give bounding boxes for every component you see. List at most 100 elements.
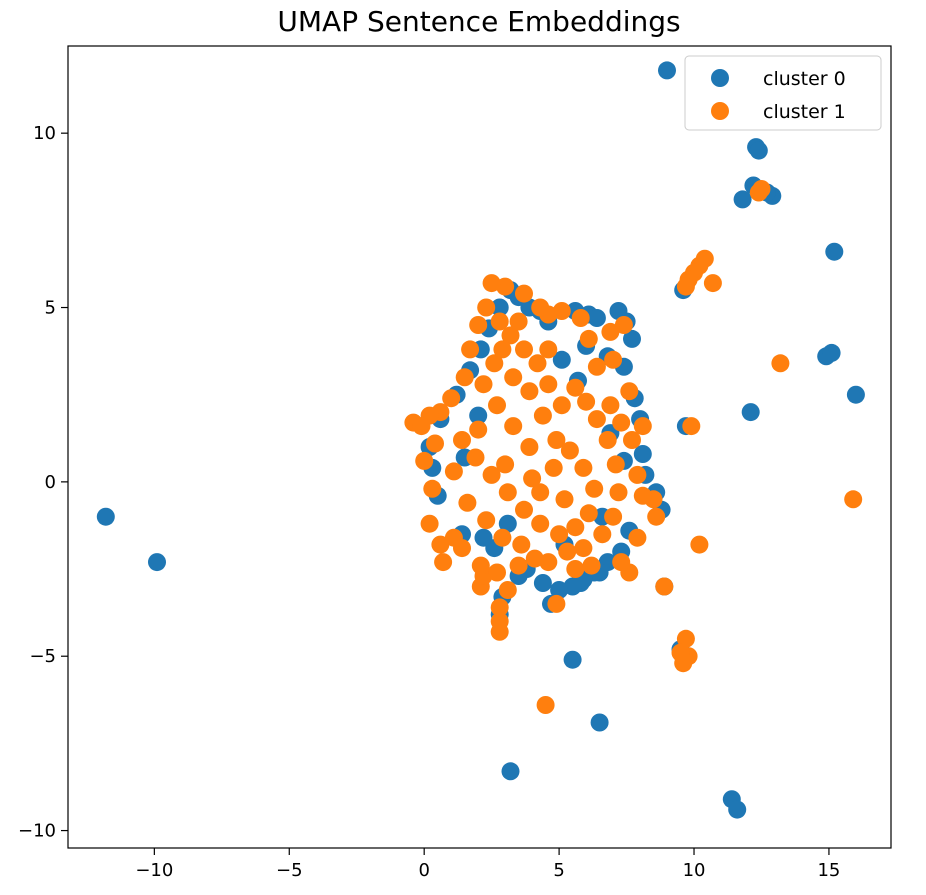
data-point [412, 417, 431, 436]
data-point [566, 518, 585, 537]
data-point [485, 354, 504, 373]
data-point [474, 528, 493, 547]
x-tick-label: −10 [135, 860, 173, 881]
y-tick-label: 0 [45, 472, 56, 493]
data-point [676, 277, 695, 296]
data-point [498, 514, 517, 533]
x-tick-label: 0 [418, 860, 429, 881]
data-point [469, 406, 488, 425]
data-point [587, 410, 606, 429]
legend-marker [711, 102, 729, 120]
data-point [461, 340, 480, 359]
data-point [749, 141, 768, 160]
data-point [574, 458, 593, 477]
data-point [531, 298, 550, 317]
data-point [550, 525, 569, 544]
data-point [749, 183, 768, 202]
data-point [469, 420, 488, 439]
data-point [623, 431, 641, 449]
data-point [498, 483, 517, 502]
data-point [571, 309, 590, 327]
data-point [612, 413, 631, 432]
data-point [453, 539, 471, 558]
data-point [733, 190, 752, 209]
data-point [658, 61, 676, 80]
data-point [844, 490, 863, 509]
plot-area [96, 61, 865, 819]
data-point [148, 553, 166, 572]
data-point [647, 507, 666, 526]
data-point [426, 434, 444, 453]
data-point [544, 458, 563, 477]
data-point [590, 713, 609, 732]
data-point [477, 298, 496, 317]
data-point [579, 504, 598, 523]
data-point [577, 392, 596, 411]
data-point [574, 539, 593, 558]
data-point [531, 514, 550, 533]
chart-title: UMAP Sentence Embeddings [277, 5, 680, 38]
data-point [531, 483, 550, 502]
plot-frame [67, 45, 892, 849]
data-point [488, 396, 506, 415]
data-point [442, 389, 461, 408]
data-point [604, 350, 623, 369]
data-point [488, 563, 506, 582]
data-point [490, 612, 509, 631]
data-point [496, 455, 515, 474]
data-point [822, 343, 841, 362]
data-point [539, 340, 558, 359]
axes: −10 −5 0 5 10 15 −10 −5 0 5 10 [18, 45, 892, 881]
data-point [606, 455, 625, 474]
data-point [515, 340, 533, 359]
data-point [555, 490, 574, 509]
data-point [533, 574, 552, 592]
y-tick-label: 10 [33, 123, 56, 144]
data-point [539, 553, 558, 572]
x-tick-label: −5 [276, 860, 303, 881]
x-tick-label: 5 [553, 860, 564, 881]
y-tick-label: −5 [29, 646, 56, 667]
data-point [512, 535, 531, 554]
data-point [620, 382, 639, 401]
data-point [482, 274, 501, 293]
data-point [423, 479, 442, 498]
data-point [601, 396, 620, 415]
data-point [501, 326, 520, 345]
data-point [515, 500, 533, 519]
x-tick-label: 15 [817, 860, 840, 881]
data-point [628, 465, 647, 484]
legend-label: cluster 0 [763, 68, 846, 90]
data-point [558, 542, 577, 561]
data-point [566, 560, 585, 578]
legend: cluster 0 cluster 1 [684, 55, 882, 131]
data-point [633, 486, 652, 505]
data-point [536, 696, 555, 714]
data-point [490, 312, 509, 331]
data-point [655, 577, 674, 596]
data-point [520, 438, 539, 456]
data-point [533, 406, 552, 425]
data-point [579, 329, 598, 348]
data-point [458, 493, 477, 512]
data-point [587, 309, 606, 327]
data-point [415, 451, 434, 470]
data-point [563, 650, 582, 669]
data-point [633, 445, 652, 463]
data-point [547, 594, 566, 613]
data-point [741, 403, 760, 422]
data-point [520, 382, 539, 401]
data-point [523, 469, 542, 488]
data-point [623, 329, 641, 348]
data-point [582, 556, 601, 575]
data-point [614, 316, 633, 334]
data-point [628, 528, 647, 547]
data-point [552, 396, 571, 415]
data-point [504, 368, 523, 387]
data-point [96, 507, 115, 526]
data-point [431, 535, 450, 554]
data-point [587, 357, 606, 376]
data-point [690, 535, 709, 554]
data-point [547, 431, 566, 449]
data-point [585, 479, 604, 498]
